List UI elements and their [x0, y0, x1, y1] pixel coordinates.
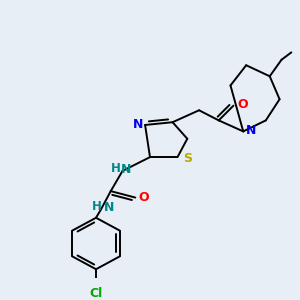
Text: N: N: [133, 118, 143, 131]
Text: H: H: [92, 200, 102, 213]
Text: O: O: [237, 98, 247, 111]
Text: O: O: [139, 191, 149, 204]
Text: N: N: [103, 201, 114, 214]
Text: S: S: [183, 152, 192, 166]
Text: N: N: [121, 164, 132, 176]
Text: H: H: [111, 162, 121, 175]
Text: Cl: Cl: [89, 286, 103, 300]
Text: N: N: [246, 124, 256, 137]
